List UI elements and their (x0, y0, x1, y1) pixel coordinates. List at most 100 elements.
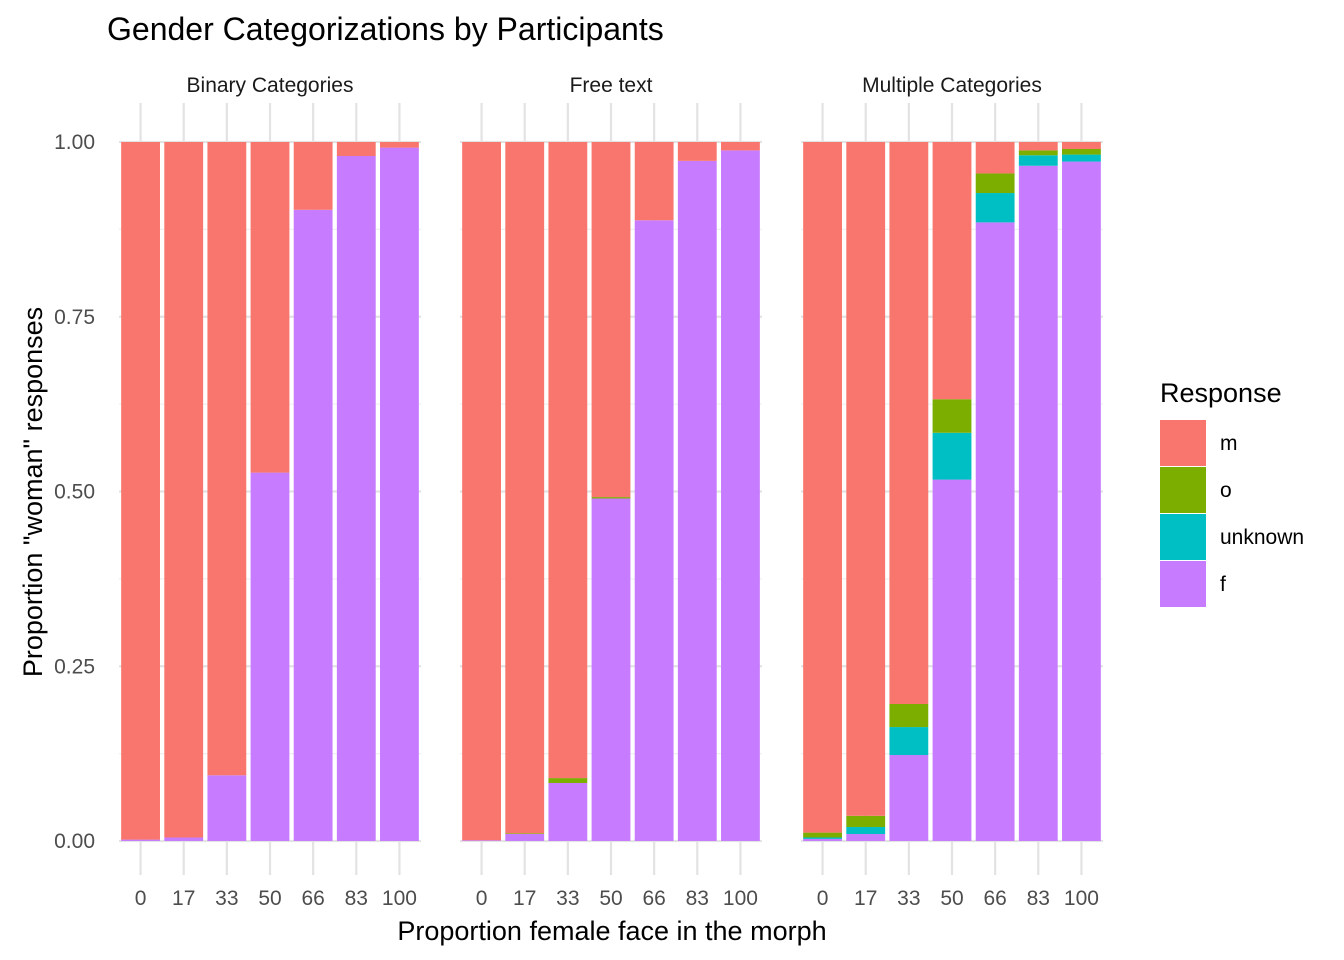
legend-key-f (1160, 561, 1206, 607)
x-tick-label: 100 (723, 887, 758, 910)
bar-segment-f (164, 837, 204, 841)
y-tick-label: 0.25 (54, 655, 95, 678)
bar-segment-m (121, 142, 160, 840)
bar-segment-m (505, 142, 545, 834)
x-tick-label: 17 (854, 887, 877, 910)
bar-segment-m (1018, 142, 1058, 151)
x-tick-label: 33 (556, 887, 579, 910)
bar-segment-m (803, 142, 842, 833)
legend-key-unknown (1160, 514, 1206, 560)
bar-segment-f (505, 834, 545, 841)
bar-segment-f (721, 150, 760, 841)
x-tick-label: 17 (172, 887, 195, 910)
bar-segment-f (462, 840, 501, 841)
legend-label: unknown (1220, 526, 1304, 549)
bar-segment-f (803, 838, 842, 841)
bar-segment-m (721, 142, 760, 151)
bar-segment-o (1062, 148, 1101, 155)
legend-label: o (1220, 479, 1232, 502)
legend-label: m (1220, 432, 1238, 455)
bar-segment-o (889, 703, 929, 728)
x-tick-label: 50 (258, 887, 281, 910)
bar-segment-f (121, 839, 160, 841)
bar-segment-unknown (975, 193, 1015, 223)
bar-segment-m (889, 142, 929, 704)
bar-segment-f (932, 479, 972, 841)
bar-segment-m (975, 142, 1015, 174)
x-tick-label: 33 (215, 887, 238, 910)
bar-segment-unknown (846, 827, 886, 835)
x-tick-label: 66 (301, 887, 324, 910)
y-tick-label: 0.75 (54, 306, 95, 329)
bar-segment-unknown (803, 837, 842, 839)
bar-segment-f (634, 220, 674, 842)
facet-strip-label: Multiple Categories (862, 74, 1042, 97)
bar-segment-o (803, 832, 842, 838)
x-tick-label: 66 (983, 887, 1006, 910)
bar-segment-o (591, 497, 631, 499)
bar-segment-o (548, 778, 588, 783)
bar-segment-m (380, 142, 419, 148)
x-tick-label: 66 (642, 887, 665, 910)
bar-segment-o (846, 815, 886, 828)
x-tick-label: 83 (686, 887, 709, 910)
x-axis-title: Proportion female face in the morph (397, 916, 826, 946)
x-tick-label: 33 (897, 887, 920, 910)
x-tick-label: 0 (817, 887, 829, 910)
legend-title: Response (1160, 378, 1282, 408)
bar-segment-f (1062, 161, 1101, 841)
bar-segment-f (207, 775, 247, 841)
y-tick-label: 1.00 (54, 131, 95, 154)
bar-segment-o (1018, 150, 1058, 156)
bar-segment-unknown (1062, 154, 1101, 162)
bar-segment-o (505, 833, 545, 835)
bar-segment-f (336, 155, 376, 842)
facet-strip-label: Free text (570, 74, 653, 97)
bar-segment-f (293, 209, 333, 842)
bar-segment-m (1062, 142, 1101, 149)
bar-segment-m (462, 142, 501, 841)
x-tick-label: 83 (1027, 887, 1050, 910)
bar-segment-m (336, 142, 376, 156)
bar-segment-unknown (1018, 155, 1058, 166)
legend-key-m (1160, 420, 1206, 466)
bar-segment-m (846, 142, 886, 816)
x-tick-label: 0 (135, 887, 147, 910)
facet-panel (121, 142, 419, 842)
bar-segment-m (164, 142, 204, 838)
legend-label: f (1220, 573, 1226, 596)
x-tick-label: 50 (940, 887, 963, 910)
bar-segment-o (932, 399, 972, 433)
bar-segment-m (591, 142, 631, 498)
x-tick-label: 100 (382, 887, 417, 910)
bar-segment-f (548, 782, 588, 841)
bar-segment-m (207, 142, 247, 776)
legend: m o unknown f (1160, 420, 1304, 607)
bar-segment-f (591, 498, 631, 841)
chart-title: Gender Categorizations by Participants (107, 11, 664, 47)
bar-segment-m (293, 142, 333, 210)
x-tick-label: 100 (1064, 887, 1099, 910)
bar-segment-m (634, 142, 674, 221)
bar-segment-f (677, 160, 717, 842)
label-layer: 0.00 0.25 0.50 0.75 1.00 Binary Categories 0 17… (54, 74, 1099, 910)
facet-panel (462, 142, 760, 842)
facet-panel (803, 142, 1101, 842)
y-axis-title: Proportion "woman" responses (18, 307, 48, 677)
bar-segment-f (1018, 165, 1058, 842)
legend-key-o (1160, 467, 1206, 513)
bar-layer (121, 142, 1101, 842)
bar-segment-f (889, 755, 929, 841)
bar-segment-f (846, 834, 886, 841)
y-tick-label: 0.50 (54, 481, 95, 504)
bar-segment-o (975, 173, 1015, 194)
bar-segment-unknown (932, 432, 972, 480)
bar-segment-f (250, 472, 290, 841)
facet-strip-label: Binary Categories (187, 74, 354, 97)
x-tick-label: 0 (476, 887, 488, 910)
bar-segment-m (932, 142, 972, 400)
x-tick-label: 17 (513, 887, 536, 910)
bar-segment-m (250, 142, 290, 473)
bar-segment-unknown (889, 727, 929, 756)
